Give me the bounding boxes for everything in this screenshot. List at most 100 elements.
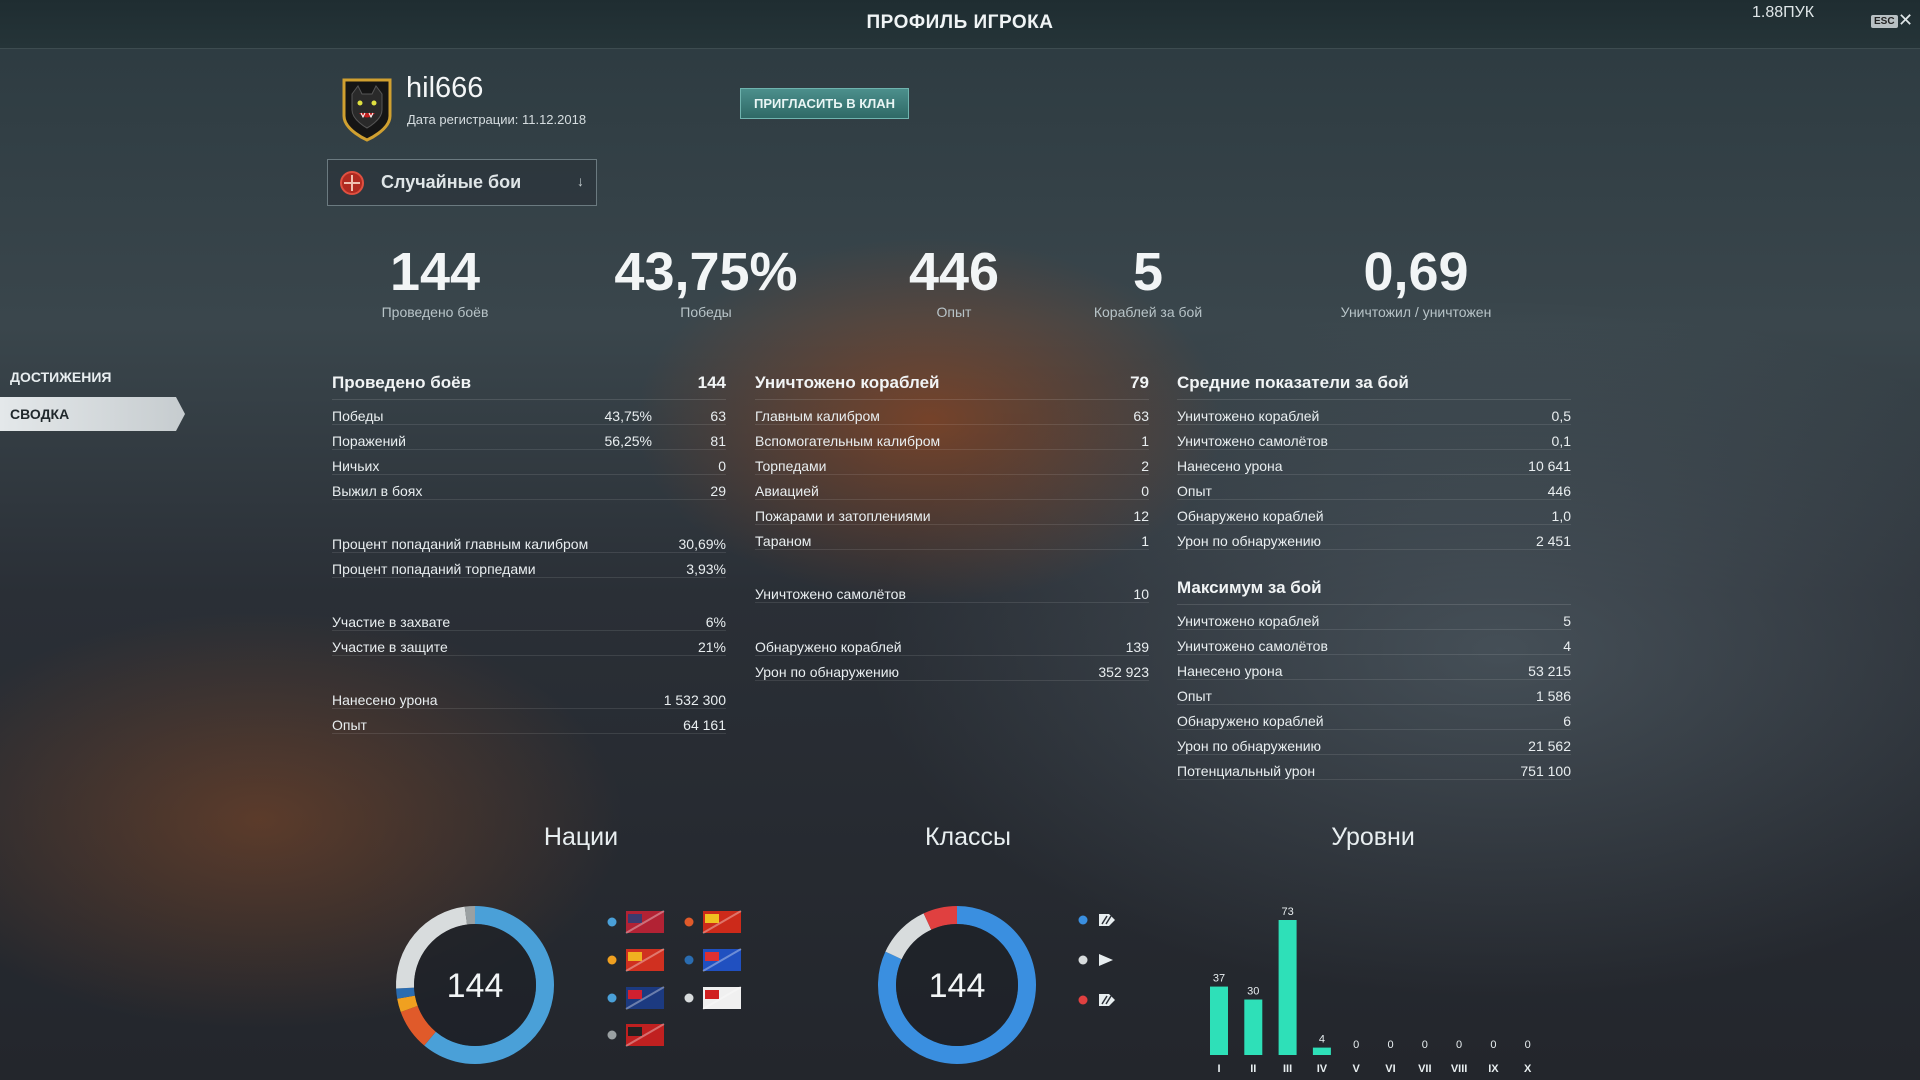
stat-label: Нанесено урона bbox=[1177, 458, 1283, 474]
row-spacer bbox=[755, 550, 1149, 578]
top-bar: ПРОФИЛЬ ИГРОКА 1.88ПУК ESC ✕ bbox=[0, 0, 1920, 49]
stat-row: Главным калибром 63 bbox=[755, 401, 1149, 425]
tier-tick-label: VI bbox=[1385, 1063, 1395, 1075]
stat-value: 63 bbox=[710, 408, 726, 424]
stat-row: Урон по обнаружению 352 923 bbox=[755, 657, 1149, 681]
tier-value-label: 30 bbox=[1247, 986, 1259, 998]
row-spacer bbox=[332, 656, 726, 684]
tier-value-label: 0 bbox=[1525, 1039, 1531, 1051]
stat-value: 63 bbox=[1133, 408, 1149, 424]
stat-value: 0 bbox=[1141, 483, 1149, 499]
column-header: Средние показатели за бой bbox=[1177, 373, 1571, 400]
stat-value: 4 bbox=[1563, 638, 1571, 654]
stat-label: Уничтожено кораблей bbox=[1177, 408, 1320, 424]
stat-label: Уничтожено самолётов bbox=[755, 586, 906, 602]
tier-tick-label: IX bbox=[1488, 1063, 1499, 1075]
stat-percent: 56,25% bbox=[604, 433, 652, 449]
summary-label: Кораблей за бой bbox=[1093, 304, 1203, 320]
stat-row: Уничтожено кораблей 5 bbox=[1177, 606, 1571, 630]
tier-value-label: 0 bbox=[1490, 1039, 1496, 1051]
player-name: hil666 bbox=[406, 72, 484, 104]
column-title: Уничтожено кораблей bbox=[755, 373, 940, 392]
stat-row: Опыт 1 586 bbox=[1177, 681, 1571, 705]
tier-value-label: 0 bbox=[1353, 1039, 1359, 1051]
stat-label: Опыт bbox=[332, 717, 367, 733]
invite-to-clan-button[interactable]: ПРИГЛАСИТЬ В КЛАН bbox=[740, 88, 909, 119]
battle-mode-value: Случайные бои bbox=[381, 172, 522, 192]
stat-row: Поражений 56,25% 81 bbox=[332, 426, 726, 450]
stat-value: 751 100 bbox=[1520, 763, 1571, 779]
stat-label: Процент попаданий главным калибром bbox=[332, 536, 589, 552]
summary-stat-kd-ratio: 0,69 Уничтожил / уничтожен bbox=[1341, 242, 1492, 320]
stat-value: 10 641 bbox=[1528, 458, 1571, 474]
stat-row: Опыт 64 161 bbox=[332, 710, 726, 734]
stat-row: Урон по обнаружению 21 562 bbox=[1177, 731, 1571, 755]
stat-row: Уничтожено самолётов 10 bbox=[755, 579, 1149, 603]
stat-value: 0,5 bbox=[1551, 408, 1571, 424]
stat-row: Выжил в боях 29 bbox=[332, 476, 726, 500]
summary-label: Опыт bbox=[936, 304, 972, 320]
stat-value: 21 562 bbox=[1528, 738, 1571, 754]
stat-row: Участие в захвате 6% bbox=[332, 607, 726, 631]
donut-center-label: 144 bbox=[447, 967, 504, 1005]
stat-row: Процент попаданий торпедами 3,93% bbox=[332, 554, 726, 578]
fps-counter: 1.88ПУК bbox=[1752, 4, 1815, 21]
donut-slice bbox=[396, 906, 468, 989]
legend-dot bbox=[607, 917, 617, 927]
legend-dot bbox=[684, 993, 694, 1003]
stat-value: 5 bbox=[1563, 613, 1571, 629]
donut-slice bbox=[885, 913, 932, 960]
stat-label: Обнаружено кораблей bbox=[1177, 713, 1324, 729]
summary-value: 446 bbox=[908, 242, 1000, 302]
averages-column: Средние показатели за бой Уничтожено кор… bbox=[1177, 373, 1571, 780]
column-total: 144 bbox=[697, 373, 726, 392]
destroyed-ships-column: Уничтожено кораблей 79 Главным калибром 6… bbox=[755, 373, 1149, 681]
column-total: 79 bbox=[1130, 373, 1149, 392]
battle-mode-select[interactable]: Случайные бои ↓ bbox=[327, 159, 597, 206]
stat-value: 29 bbox=[710, 483, 726, 499]
tier-tick-label: VIII bbox=[1451, 1063, 1468, 1075]
row-spacer bbox=[755, 603, 1149, 631]
stat-row: Обнаружено кораблей 1,0 bbox=[1177, 501, 1571, 525]
summary-value: 43,75% bbox=[614, 242, 798, 302]
tier-tick-label: III bbox=[1283, 1063, 1292, 1075]
tier-tick-label: IV bbox=[1317, 1063, 1328, 1075]
stat-value: 10 bbox=[1133, 586, 1149, 602]
donut-slice bbox=[923, 906, 958, 930]
column-header: Проведено боёв 144 bbox=[332, 373, 726, 400]
stat-value: 2 451 bbox=[1535, 533, 1571, 549]
stat-row: Потенциальный урон 751 100 bbox=[1177, 756, 1571, 780]
tier-value-label: 0 bbox=[1422, 1039, 1428, 1051]
tier-bar bbox=[1278, 920, 1297, 1055]
stat-value: 30,69% bbox=[678, 536, 726, 552]
stat-row: Обнаружено кораблей 6 bbox=[1177, 706, 1571, 730]
summary-label: Уничтожил / уничтожен bbox=[1340, 304, 1492, 320]
stat-row: Уничтожено самолётов 4 bbox=[1177, 631, 1571, 655]
sidebar-item-summary[interactable]: СВОДКА bbox=[0, 397, 185, 431]
stat-row: Опыт 446 bbox=[1177, 476, 1571, 500]
sidebar-item-achievements[interactable]: ДОСТИЖЕНИЯ bbox=[10, 369, 112, 385]
tier-value-label: 37 bbox=[1213, 973, 1225, 985]
stat-label: Уничтожено кораблей bbox=[1177, 613, 1320, 629]
donut-slice bbox=[878, 906, 1036, 1064]
close-icon[interactable]: ✕ bbox=[1898, 10, 1914, 30]
stat-label: Пожарами и затоплениями bbox=[755, 508, 931, 524]
stat-row: Торпедами 2 bbox=[755, 451, 1149, 475]
stat-row: Уничтожено кораблей 0,5 bbox=[1177, 401, 1571, 425]
column-title: Средние показатели за бой bbox=[1177, 373, 1409, 392]
stat-label: Урон по обнаружению bbox=[755, 664, 900, 680]
stat-value: 1 532 300 bbox=[663, 692, 726, 708]
stat-value: 139 bbox=[1125, 639, 1149, 655]
stat-value: 53 215 bbox=[1528, 663, 1571, 679]
donut-hole bbox=[414, 924, 536, 1046]
summary-label: Победы bbox=[680, 304, 732, 320]
donut-center-label: 144 bbox=[929, 967, 986, 1005]
stat-row: Нанесено урона 53 215 bbox=[1177, 656, 1571, 680]
stat-value: 1 bbox=[1141, 533, 1149, 549]
stat-label: Вспомогательным калибром bbox=[755, 433, 941, 449]
stat-label: Участие в захвате bbox=[332, 614, 451, 630]
stat-label: Нанесено урона bbox=[1177, 663, 1283, 679]
random-battles-icon bbox=[336, 170, 368, 201]
chevron-down-icon: ↓ bbox=[577, 173, 584, 189]
stat-label: Потенциальный урон bbox=[1177, 763, 1316, 779]
